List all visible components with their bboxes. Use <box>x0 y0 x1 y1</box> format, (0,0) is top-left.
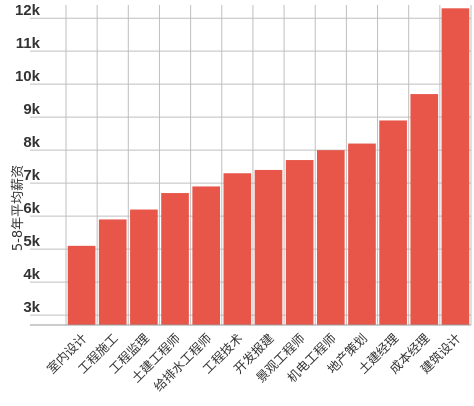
y-tick-label: 9k <box>23 101 40 118</box>
bar <box>254 169 283 325</box>
bar <box>130 209 158 325</box>
bar <box>410 94 439 325</box>
y-tick-label: 4k <box>23 266 40 283</box>
bar <box>161 193 189 325</box>
y-tick-label: 3k <box>23 299 40 316</box>
bars-layer <box>67 8 470 325</box>
bar <box>285 160 314 325</box>
bar <box>192 186 221 325</box>
y-tick-labels: 3k 4k 5k 6k 7k 8k 9k 10k 11k 12k <box>15 2 41 316</box>
grid-layer <box>30 5 472 325</box>
y-tick-label: 7k <box>23 167 40 184</box>
bar <box>223 173 252 325</box>
bar <box>379 120 407 325</box>
y-tick-label: 8k <box>23 134 40 151</box>
y-tick-label: 6k <box>23 200 40 217</box>
bar <box>348 143 376 325</box>
bar <box>441 8 470 325</box>
bar <box>67 245 96 325</box>
y-axis-label: 5-8年平均薪资 <box>11 165 26 251</box>
x-tick-labels: 室内设计工程施工工程监理土建工程师给排水工程师工程技术开发报建景观工程师机电工程… <box>44 330 464 394</box>
bar <box>98 219 127 325</box>
y-tick-label: 12k <box>15 2 41 19</box>
y-tick-label: 11k <box>16 35 41 52</box>
y-tick-label: 10k <box>15 68 41 85</box>
bar <box>316 150 345 325</box>
y-tick-label: 5k <box>23 233 40 250</box>
